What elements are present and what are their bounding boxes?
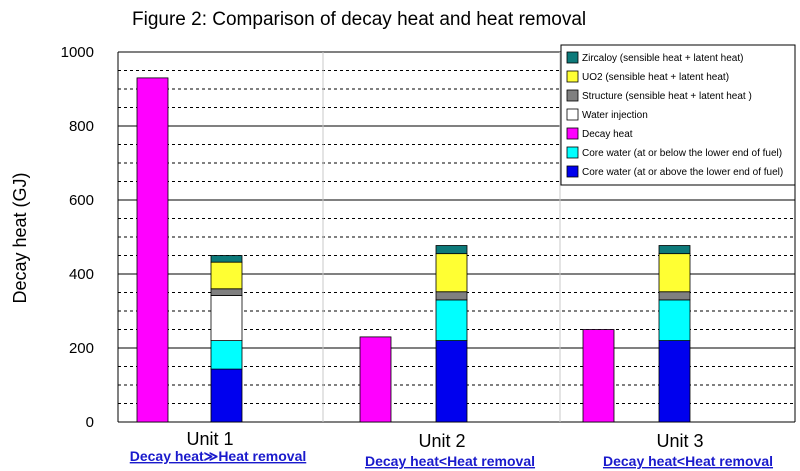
legend-swatch: [566, 70, 579, 83]
heat-removal-segment: [210, 261, 243, 290]
unit-label: Unit 3: [656, 431, 703, 451]
heat-removal-segment: [435, 299, 468, 341]
y-tick-label: 600: [69, 192, 94, 209]
legend-swatch: [566, 108, 579, 121]
comparison-label: Decay heat<Heat removal: [603, 453, 773, 469]
y-axis-label: Decay heat (GJ): [10, 172, 30, 303]
y-tick-label: 1000: [61, 44, 94, 61]
heat-removal-segment: [435, 245, 468, 255]
legend-box: [560, 44, 796, 186]
heat-removal-segment: [658, 245, 691, 255]
comparison-label: Decay heat<Heat removal: [365, 453, 535, 469]
decay-heat-bar: [582, 329, 615, 423]
legend-swatch: [566, 51, 579, 64]
unit-label: Unit 2: [418, 431, 465, 451]
legend-label: Core water (at or below the lower end of…: [582, 148, 782, 159]
heat-removal-segment: [658, 340, 691, 423]
heat-removal-segment: [658, 291, 691, 301]
legend-swatch: [566, 89, 579, 102]
heat-removal-segment: [658, 299, 691, 341]
x-category-labels: Unit 1 Decay heat≫Heat removal Unit 2 De…: [130, 429, 773, 469]
legend-label: Core water (at or above the lower end of…: [582, 167, 783, 178]
comparison-label: Decay heat≫Heat removal: [130, 448, 307, 464]
decay-heat-bar: [136, 77, 169, 423]
legend-swatch: [566, 165, 579, 178]
heat-removal-segment: [210, 288, 243, 296]
y-tick-label: 0: [86, 414, 94, 431]
heat-removal-segment: [210, 368, 243, 423]
legend-swatch: [566, 127, 579, 140]
heat-removal-segment: [210, 295, 243, 341]
heat-removal-segment: [435, 253, 468, 293]
heat-removal-segment: [435, 291, 468, 301]
legend-label: Water injection: [582, 110, 648, 121]
legend-label: Decay heat: [582, 129, 633, 140]
y-tick-labels: 0 200 400 600 800 1000: [61, 44, 94, 431]
legend-swatch: [566, 146, 579, 159]
decay-heat-bar: [359, 336, 392, 423]
heat-removal-segment: [658, 253, 691, 293]
heat-removal-segment: [210, 255, 243, 263]
legend-label: Zircaloy (sensible heat + latent heat): [582, 53, 743, 64]
heat-removal-segment: [210, 340, 243, 370]
y-tick-label: 200: [69, 340, 94, 357]
bars: [136, 77, 691, 423]
legend: Zircaloy (sensible heat + latent heat) UO…: [560, 44, 796, 186]
heat-removal-segment: [435, 340, 468, 423]
legend-label: UO2 (sensible heat + latent heat): [582, 72, 729, 83]
y-tick-label: 800: [69, 118, 94, 135]
chart-title: Figure 2: Comparison of decay heat and h…: [132, 9, 586, 30]
legend-label: Structure (sensible heat + latent heat ): [582, 91, 752, 102]
unit-label: Unit 1: [186, 429, 233, 449]
y-tick-label: 400: [69, 266, 94, 283]
